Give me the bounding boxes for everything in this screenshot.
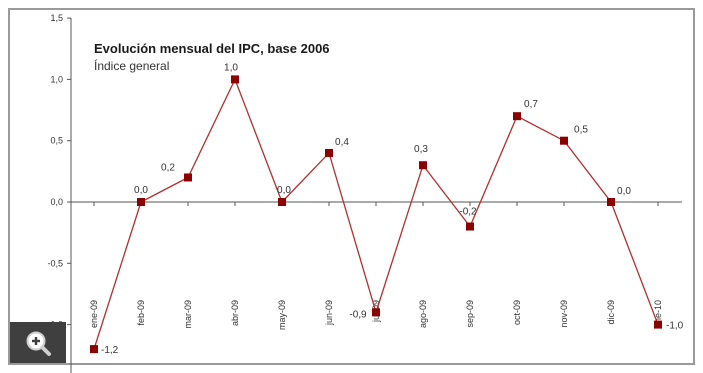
- data-point: [419, 161, 427, 170]
- data-label: 0,2: [161, 162, 175, 173]
- x-tick-label: may-09: [277, 300, 287, 330]
- data-label: 0,7: [524, 99, 538, 110]
- x-tick-label: ene-09: [89, 300, 99, 328]
- x-tick-label: oct-09: [512, 300, 522, 325]
- x-tick-label: ene-10: [653, 300, 663, 328]
- x-tick-label: nov-09: [559, 300, 569, 328]
- x-tick-label: mar-09: [183, 300, 193, 329]
- data-label: -1,0: [666, 321, 684, 332]
- zoom-button[interactable]: [10, 322, 66, 363]
- data-label: -1,2: [101, 345, 119, 356]
- data-point: [184, 173, 192, 182]
- data-point: [560, 136, 568, 145]
- data-point: [325, 148, 333, 157]
- chart-subtitle: Índice general: [94, 59, 170, 73]
- data-label: 0,0: [134, 185, 148, 196]
- y-tick-label: 1,5: [50, 13, 63, 23]
- data-label: 0,0: [617, 186, 631, 197]
- x-tick-label: feb-09: [136, 300, 146, 326]
- data-label: 0,5: [574, 125, 588, 136]
- y-tick-label: 0,0: [50, 197, 63, 207]
- data-point: [654, 320, 662, 329]
- data-point: [278, 198, 286, 206]
- x-tick-label: jun-09: [324, 300, 334, 326]
- chart-frame: [8, 8, 695, 365]
- data-label: -0,9: [349, 309, 367, 320]
- data-point: [90, 345, 98, 354]
- y-tick-label: -0,5: [47, 258, 63, 268]
- data-label: 1,0: [224, 62, 238, 73]
- data-point: [513, 112, 521, 121]
- data-label: 0,0: [277, 185, 291, 196]
- chart-title: Evolución mensual del IPC, base 2006: [94, 41, 330, 56]
- data-label: -0,2: [459, 207, 477, 218]
- data-point: [466, 222, 474, 231]
- data-label: 0,3: [414, 144, 428, 155]
- data-point: [231, 75, 239, 84]
- data-label: 0,4: [335, 137, 349, 148]
- x-tick-label: sep-09: [465, 300, 475, 328]
- x-tick-label: ago-09: [418, 300, 428, 328]
- data-point: [137, 198, 145, 206]
- x-tick-label: abr-09: [230, 300, 240, 326]
- data-point: [372, 308, 380, 317]
- magnifier-plus-icon: [26, 331, 51, 356]
- data-point: [607, 198, 615, 206]
- y-tick-label: 0,5: [50, 136, 63, 146]
- x-tick-label: dic-09: [606, 300, 616, 325]
- y-tick-label: 1,0: [50, 74, 63, 84]
